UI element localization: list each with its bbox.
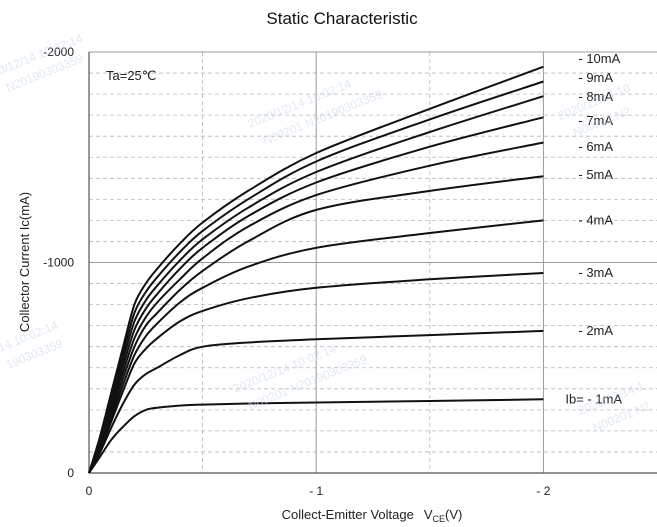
series-line-6 (88, 141, 544, 474)
series-line-7 (88, 116, 544, 474)
x-axis-label: Collect-Emitter Voltage VCE(V) (282, 507, 463, 524)
series-label-8: - 8mA (578, 89, 613, 104)
series-layer (88, 65, 544, 474)
tick-label-layer: 0 - 1 - 2 0 -1000 -2000 (43, 45, 550, 498)
x-tick-label-2: - 2 (536, 484, 550, 498)
series-label-layer: Ib= - 1mA - 2mA - 3mA - 4mA - 5mA - 6mA - 7mA -… (565, 51, 622, 406)
y-tick-label-2: -2000 (43, 45, 74, 59)
x-axis-label-subscript: CE (433, 514, 446, 524)
series-label-10: - 10mA (578, 51, 620, 66)
series-label-3: - 3mA (578, 265, 613, 280)
x-tick-label-0: 0 (86, 484, 93, 498)
series-label-2: - 2mA (578, 323, 613, 338)
series-label-4: - 4mA (578, 212, 613, 227)
y-tick-label-0: 0 (67, 466, 74, 480)
series-label-6: - 6mA (578, 139, 613, 154)
watermark-layer: 2020/12/14 10:02:14 N00201 N20190303359 … (0, 31, 653, 435)
series-line-1 (88, 398, 544, 474)
series-line-2 (88, 329, 544, 474)
series-line-3 (88, 272, 544, 474)
series-line-5 (88, 175, 544, 474)
series-line-8 (88, 95, 544, 474)
grid-layer (88, 51, 657, 474)
x-axis-label-symbol: V (424, 507, 433, 522)
series-label-5: - 5mA (578, 167, 613, 182)
temperature-annotation: Ta=25℃ (106, 68, 156, 83)
series-line-9 (88, 80, 544, 474)
series-line-10 (88, 65, 544, 474)
series-label-7: - 7mA (578, 113, 613, 128)
chart-title: Static Characteristic (266, 9, 418, 28)
x-axis-label-main: Collect-Emitter Voltage (282, 507, 414, 522)
series-label-9: - 9mA (578, 70, 613, 85)
y-tick-label-1: -1000 (43, 256, 74, 270)
y-axis-label: Collector Current Ic(mA) (17, 192, 32, 332)
series-label-1: Ib= - 1mA (565, 391, 622, 406)
x-axis-label-unit: (V) (445, 507, 462, 522)
x-tick-label-1: - 1 (309, 484, 323, 498)
series-line-4 (88, 219, 544, 474)
